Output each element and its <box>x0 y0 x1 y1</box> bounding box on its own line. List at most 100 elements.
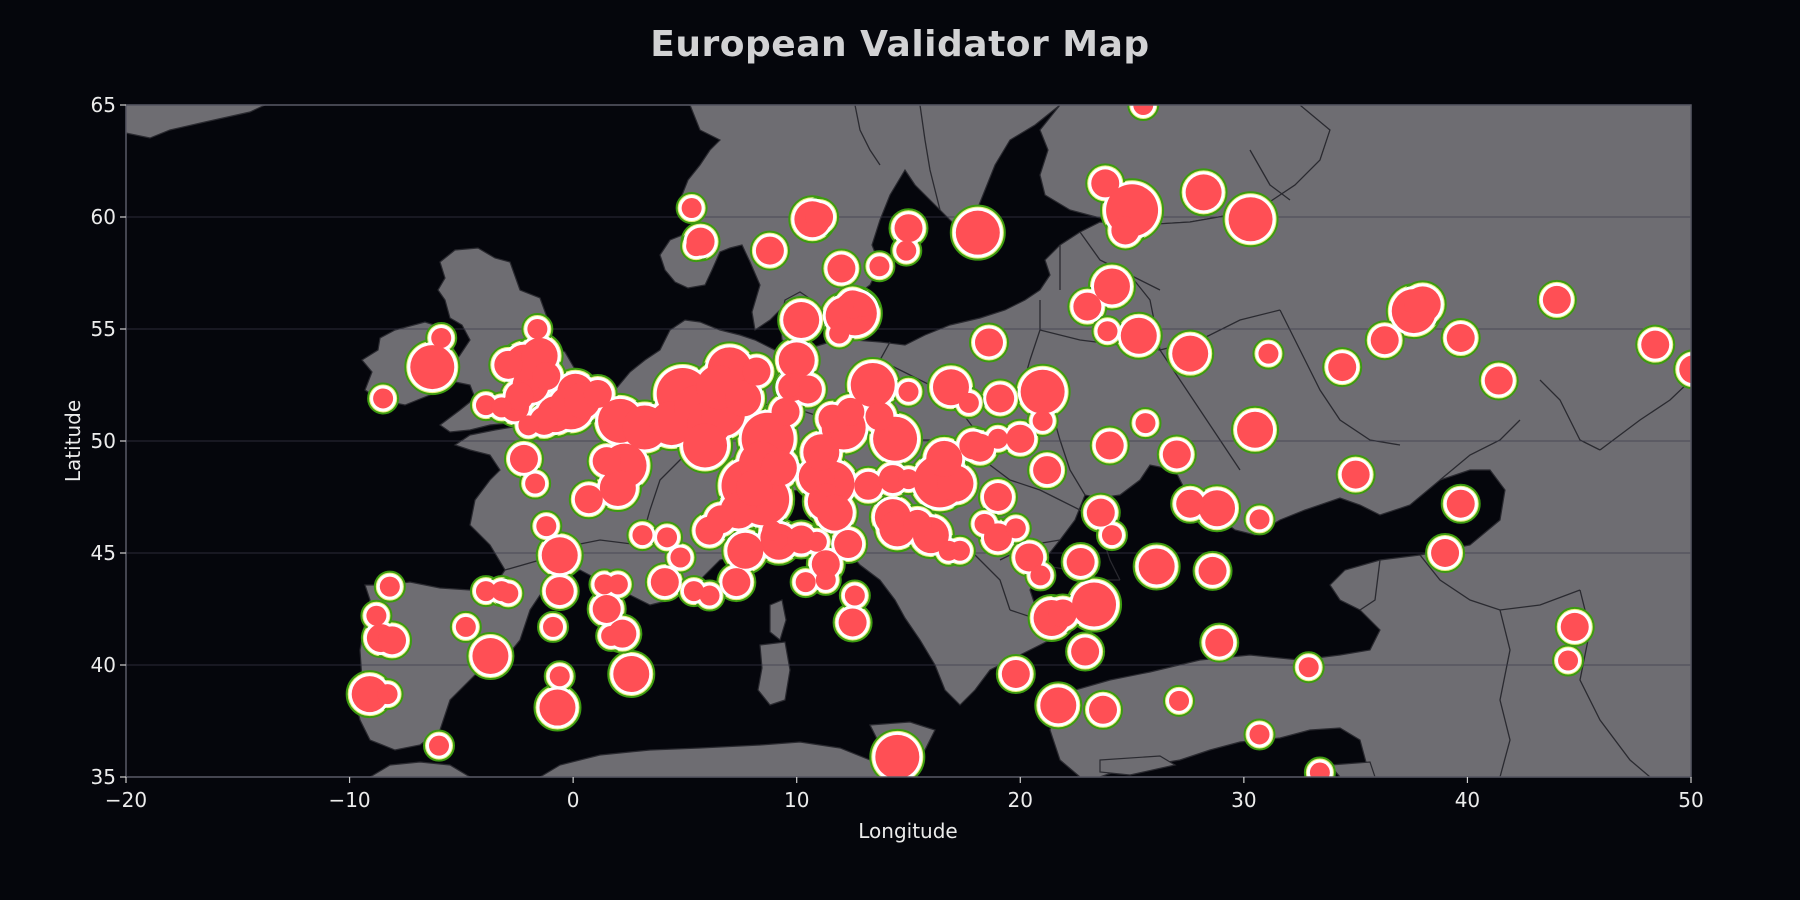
validator-marker[interactable] <box>1298 657 1319 678</box>
validator-marker[interactable] <box>475 395 496 416</box>
validator-marker[interactable] <box>549 666 570 687</box>
validator-marker[interactable] <box>974 513 995 534</box>
validator-marker[interactable] <box>725 380 762 417</box>
validator-marker[interactable] <box>475 581 496 602</box>
validator-marker[interactable] <box>1370 326 1399 355</box>
validator-marker[interactable] <box>607 574 628 595</box>
validator-marker[interactable] <box>903 509 932 538</box>
validator-marker[interactable] <box>875 734 920 779</box>
validator-marker[interactable] <box>878 465 907 494</box>
validator-marker[interactable] <box>1431 539 1460 567</box>
validator-marker[interactable] <box>760 449 797 486</box>
validator-marker[interactable] <box>657 527 678 548</box>
validator-marker[interactable] <box>1249 724 1270 745</box>
validator-marker[interactable] <box>681 198 702 219</box>
validator-marker[interactable] <box>1071 637 1100 666</box>
validator-marker[interactable] <box>771 397 800 426</box>
validator-marker[interactable] <box>1309 762 1330 783</box>
validator-marker[interactable] <box>838 608 867 637</box>
validator-marker[interactable] <box>527 319 548 339</box>
validator-marker[interactable] <box>601 625 622 646</box>
validator-marker[interactable] <box>986 384 1015 413</box>
validator-marker[interactable] <box>373 388 394 409</box>
validator-marker[interactable] <box>869 256 890 277</box>
validator-marker[interactable] <box>1446 489 1475 518</box>
validator-marker[interactable] <box>844 585 865 606</box>
validator-marker[interactable] <box>351 676 388 713</box>
validator-marker[interactable] <box>1199 490 1236 527</box>
validator-marker[interactable] <box>1033 456 1062 485</box>
validator-marker[interactable] <box>955 210 1000 255</box>
validator-marker[interactable] <box>429 735 449 756</box>
validator-marker[interactable] <box>1138 548 1175 585</box>
validator-marker[interactable] <box>532 362 561 391</box>
validator-marker[interactable] <box>599 470 636 507</box>
validator-marker[interactable] <box>1404 286 1441 323</box>
validator-marker[interactable] <box>834 530 863 559</box>
validator-marker[interactable] <box>1005 518 1026 539</box>
validator-marker[interactable] <box>898 381 919 402</box>
validator-marker[interactable] <box>505 382 534 411</box>
validator-marker[interactable] <box>755 236 784 265</box>
validator-marker[interactable] <box>949 540 970 561</box>
validator-marker[interactable] <box>518 415 539 436</box>
validator-marker[interactable] <box>1205 628 1234 657</box>
validator-marker[interactable] <box>1249 509 1270 530</box>
validator-marker[interactable] <box>574 485 603 514</box>
validator-marker[interactable] <box>1111 216 1140 245</box>
validator-marker[interactable] <box>1020 369 1065 414</box>
validator-marker[interactable] <box>1133 95 1154 115</box>
validator-marker[interactable] <box>541 537 578 574</box>
validator-marker[interactable] <box>850 363 895 407</box>
validator-marker[interactable] <box>778 342 815 379</box>
validator-marker[interactable] <box>898 469 919 490</box>
validator-marker[interactable] <box>472 638 509 675</box>
validator-marker[interactable] <box>1185 174 1222 211</box>
validator-marker[interactable] <box>894 214 923 243</box>
validator-marker[interactable] <box>926 440 963 477</box>
validator-marker[interactable] <box>829 323 850 344</box>
validator-marker[interactable] <box>683 423 728 468</box>
validator-marker[interactable] <box>722 568 751 597</box>
validator-marker[interactable] <box>670 547 691 568</box>
validator-marker[interactable] <box>896 240 917 261</box>
validator-marker[interactable] <box>592 595 621 623</box>
validator-marker[interactable] <box>1072 582 1117 627</box>
validator-marker[interactable] <box>1135 413 1156 434</box>
validator-marker[interactable] <box>780 377 801 398</box>
validator-marker[interactable] <box>455 616 476 637</box>
validator-marker[interactable] <box>1091 169 1120 198</box>
validator-marker[interactable] <box>983 483 1012 511</box>
validator-marker[interactable] <box>865 402 894 431</box>
validator-marker[interactable] <box>1015 543 1044 572</box>
validator-marker[interactable] <box>974 328 1003 357</box>
validator-marker[interactable] <box>1032 410 1053 431</box>
validator-marker[interactable] <box>1328 353 1357 382</box>
validator-marker[interactable] <box>1228 197 1273 242</box>
validator-marker[interactable] <box>632 525 653 546</box>
validator-marker[interactable] <box>683 581 704 602</box>
validator-marker[interactable] <box>853 296 874 317</box>
validator-marker[interactable] <box>1030 565 1051 586</box>
validator-marker[interactable] <box>1120 317 1157 354</box>
validator-marker[interactable] <box>1048 599 1077 628</box>
validator-marker[interactable] <box>1006 424 1035 453</box>
validator-marker[interactable] <box>1446 323 1475 352</box>
validator-marker[interactable] <box>699 585 720 606</box>
validator-marker[interactable] <box>592 447 621 476</box>
validator-marker[interactable] <box>498 583 519 604</box>
validator-marker[interactable] <box>1542 285 1571 314</box>
validator-marker[interactable] <box>1001 659 1030 688</box>
validator-marker[interactable] <box>379 576 400 597</box>
validator-marker[interactable] <box>1101 525 1122 546</box>
validator-marker[interactable] <box>958 392 979 413</box>
validator-marker[interactable] <box>366 605 387 626</box>
validator-marker[interactable] <box>762 520 783 541</box>
validator-marker[interactable] <box>410 345 455 390</box>
validator-marker[interactable] <box>509 444 538 473</box>
validator-marker[interactable] <box>742 357 771 386</box>
validator-marker[interactable] <box>536 516 557 537</box>
validator-marker[interactable] <box>1097 321 1118 342</box>
validator-marker[interactable] <box>827 254 856 283</box>
validator-marker[interactable] <box>727 532 764 569</box>
